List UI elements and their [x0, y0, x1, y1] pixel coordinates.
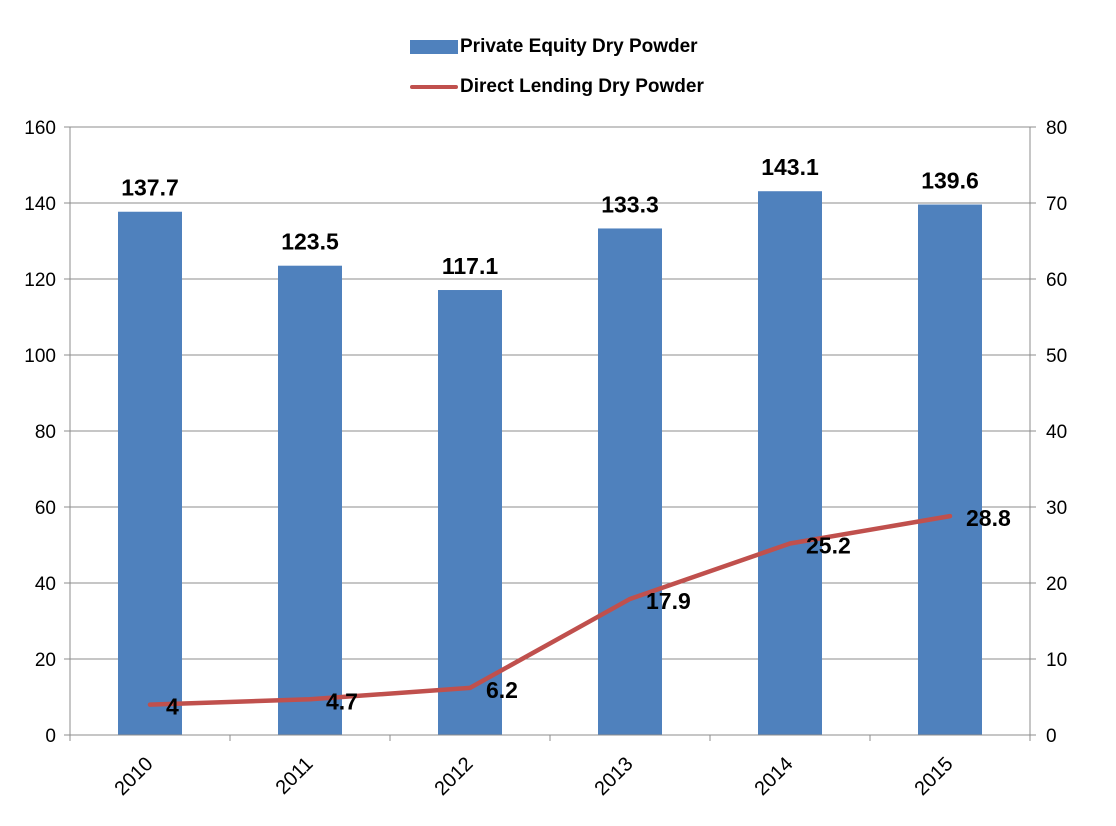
line-data-label: 28.8 — [966, 505, 1011, 531]
bar-data-label: 133.3 — [601, 191, 659, 217]
x-axis-tick-label: 2012 — [431, 753, 478, 800]
line-path — [147, 513, 953, 707]
right-axis-tick-label: 20 — [1046, 574, 1067, 595]
x-axis-tick-label: 2010 — [111, 753, 158, 800]
line-point — [468, 685, 472, 690]
left-axis-tick-label: 120 — [24, 270, 56, 291]
right-axis-tick-label: 0 — [1046, 726, 1057, 747]
right-axis-tick-label: 30 — [1046, 498, 1067, 519]
right-axis-tick-label: 60 — [1046, 270, 1067, 291]
left-axis-tick-label: 40 — [35, 574, 56, 595]
bar — [278, 265, 342, 735]
legend-swatch-line — [410, 85, 458, 89]
left-axis-tick-label: 0 — [45, 726, 56, 747]
line-data-label: 4 — [166, 694, 179, 720]
bar — [598, 228, 662, 735]
line-point — [308, 697, 312, 702]
right-axis-tick-label: 80 — [1046, 118, 1067, 139]
line-point — [788, 541, 792, 546]
legend-item-direct-lending: Direct Lending Dry Powder — [410, 74, 704, 100]
bar-data-label: 137.7 — [121, 175, 179, 201]
bar — [118, 211, 182, 736]
bar — [438, 290, 502, 735]
x-axis-tick-label: 2013 — [591, 753, 638, 800]
line-data-label: 17.9 — [646, 588, 691, 614]
line-data-label: 4.7 — [326, 688, 358, 714]
legend-label-direct-lending: Direct Lending Dry Powder — [460, 76, 704, 97]
legend-swatch-bar — [410, 40, 458, 54]
bar-data-label: 143.1 — [761, 154, 819, 180]
x-axis-tick-label: 2015 — [911, 753, 958, 800]
line-point — [148, 702, 152, 707]
bar-data-label: 139.6 — [921, 168, 979, 194]
left-axis-tick-label: 20 — [35, 650, 56, 671]
left-axis-tick-label: 60 — [35, 498, 56, 519]
x-axis-tick-label: 2011 — [272, 753, 318, 799]
data-labels: 137.7 123.5 117.1 133.3 143.1 139.6 4 4.7 6.2 17.… — [121, 154, 1011, 719]
left-axis-tick-label: 80 — [35, 422, 56, 443]
right-axis-tick-label: 70 — [1046, 194, 1067, 215]
line-point — [948, 514, 952, 519]
x-axis-tick-label: 2014 — [751, 753, 798, 800]
left-axis-tick-label: 100 — [24, 346, 56, 367]
right-axis-tick-label: 10 — [1046, 650, 1067, 671]
right-axis-tick-label: 40 — [1046, 422, 1067, 443]
line-data-label: 6.2 — [486, 677, 518, 703]
left-axis-tick-label: 160 — [24, 118, 56, 139]
line-series — [147, 513, 953, 707]
bar — [918, 204, 982, 735]
bar — [758, 191, 822, 736]
line-data-label: 25.2 — [806, 532, 851, 558]
left-axis-tick-label: 140 — [24, 194, 56, 215]
bar-series — [118, 191, 982, 736]
chart-legend: Private Equity Dry Powder Direct Lending… — [410, 34, 704, 114]
line-point — [628, 596, 632, 601]
right-axis-tick-label: 50 — [1046, 346, 1067, 367]
bar-data-label: 123.5 — [281, 229, 339, 255]
legend-item-private-equity: Private Equity Dry Powder — [410, 34, 704, 60]
legend-label-private-equity: Private Equity Dry Powder — [460, 36, 698, 57]
bar-data-label: 117.1 — [442, 253, 498, 279]
